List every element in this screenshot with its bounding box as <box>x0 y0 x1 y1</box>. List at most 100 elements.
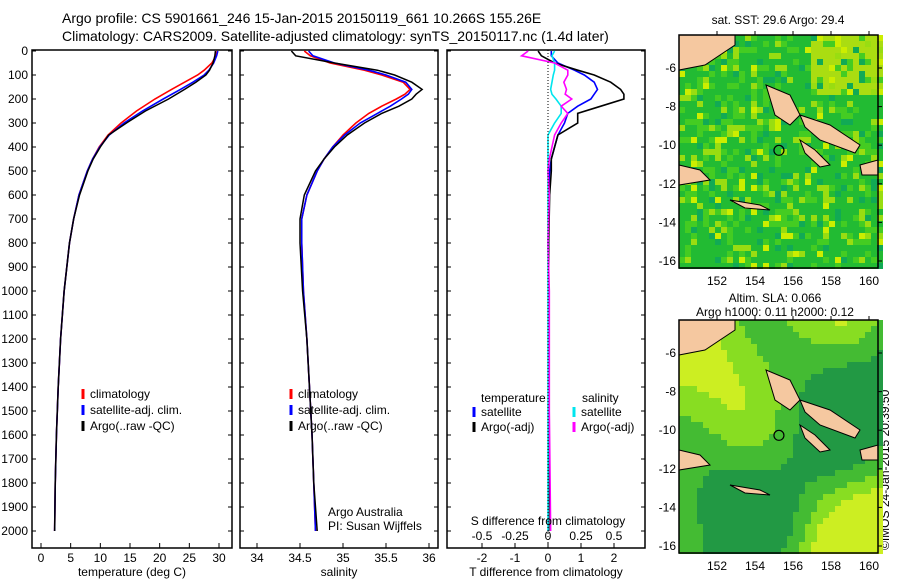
map-cell <box>859 542 865 548</box>
map-cell <box>835 209 841 215</box>
map-cell <box>715 263 721 269</box>
map-cell <box>787 179 793 185</box>
map-cell <box>841 500 847 506</box>
map-cell <box>709 476 715 482</box>
map-cell <box>739 257 745 263</box>
map-cell <box>715 245 721 251</box>
map-cell <box>691 257 697 263</box>
map-cell <box>805 392 811 398</box>
map-cell <box>793 326 799 332</box>
map-cell <box>763 215 769 221</box>
map-cell <box>799 374 805 380</box>
map-cell <box>763 458 769 464</box>
map-cell <box>775 338 781 344</box>
map-cell <box>733 326 739 332</box>
map-cell <box>709 464 715 470</box>
map-cell <box>793 191 799 197</box>
map-cell <box>823 71 829 77</box>
map-cell <box>775 71 781 77</box>
map-cell <box>691 362 697 368</box>
map-cell <box>703 452 709 458</box>
map-cell <box>865 221 871 227</box>
map-cell <box>865 77 871 83</box>
map-cell <box>823 482 829 488</box>
map-cell <box>751 65 757 71</box>
map-cell <box>751 131 757 137</box>
map-cell <box>769 155 775 161</box>
map-cell <box>745 257 751 263</box>
map-cell <box>841 344 847 350</box>
map-cell <box>751 332 757 338</box>
map-cell <box>871 488 877 494</box>
map-cell <box>865 536 871 542</box>
map-cell <box>865 83 871 89</box>
map-cell <box>793 518 799 524</box>
map-cell <box>733 209 739 215</box>
map-cell <box>751 512 757 518</box>
map-cell <box>865 416 871 422</box>
map-cell <box>859 482 865 488</box>
map-cell <box>799 362 805 368</box>
map-cell <box>841 41 847 47</box>
map-cell <box>733 530 739 536</box>
map-cell <box>733 185 739 191</box>
map-cell <box>841 362 847 368</box>
map-cell <box>775 458 781 464</box>
map-cell <box>781 167 787 173</box>
map-cell <box>823 95 829 101</box>
map-cell <box>781 506 787 512</box>
map-cell <box>841 89 847 95</box>
map-cell <box>841 155 847 161</box>
map-cell <box>841 113 847 119</box>
map-cell <box>763 125 769 131</box>
map-cell <box>829 452 835 458</box>
map-cell <box>805 464 811 470</box>
map-cell <box>745 422 751 428</box>
map-cell <box>817 374 823 380</box>
x-tick-label: 25 <box>183 551 197 565</box>
map-x-tick-label: 154 <box>745 559 765 573</box>
map-cell <box>709 428 715 434</box>
map-cell <box>733 119 739 125</box>
map-cell <box>715 209 721 215</box>
map-cell <box>751 422 757 428</box>
map-cell <box>733 416 739 422</box>
map-cell <box>841 239 847 245</box>
map-cell <box>745 374 751 380</box>
map-cell <box>823 470 829 476</box>
map-cell <box>775 47 781 53</box>
map-cell <box>679 125 685 131</box>
map-cell <box>817 350 823 356</box>
map-cell <box>739 143 745 149</box>
map-cell <box>751 95 757 101</box>
map-cell <box>745 191 751 197</box>
map-cell <box>871 434 877 440</box>
map-cell <box>793 239 799 245</box>
map-cell <box>763 239 769 245</box>
map-cell <box>733 179 739 185</box>
map-cell <box>751 245 757 251</box>
map-cell <box>823 77 829 83</box>
x-tick-label: -1 <box>510 551 521 565</box>
map-cell <box>859 332 865 338</box>
map-cell <box>691 107 697 113</box>
map-cell <box>835 149 841 155</box>
map-cell <box>817 380 823 386</box>
map-cell <box>877 512 883 518</box>
map-cell <box>763 203 769 209</box>
legend-label: Argo(-adj) <box>581 420 634 434</box>
map-cell <box>811 326 817 332</box>
map-cell <box>679 518 685 524</box>
map-cell <box>691 542 697 548</box>
y-tick-label: 100 <box>8 68 28 82</box>
x2-tick-label: 0.25 <box>569 529 593 543</box>
map-cell <box>859 143 865 149</box>
map-cell <box>715 482 721 488</box>
map-cell <box>823 548 829 554</box>
map-cell <box>799 95 805 101</box>
map-cell <box>703 233 709 239</box>
map-cell <box>697 356 703 362</box>
map-cell <box>757 326 763 332</box>
map-cell <box>805 167 811 173</box>
map-cell <box>805 386 811 392</box>
